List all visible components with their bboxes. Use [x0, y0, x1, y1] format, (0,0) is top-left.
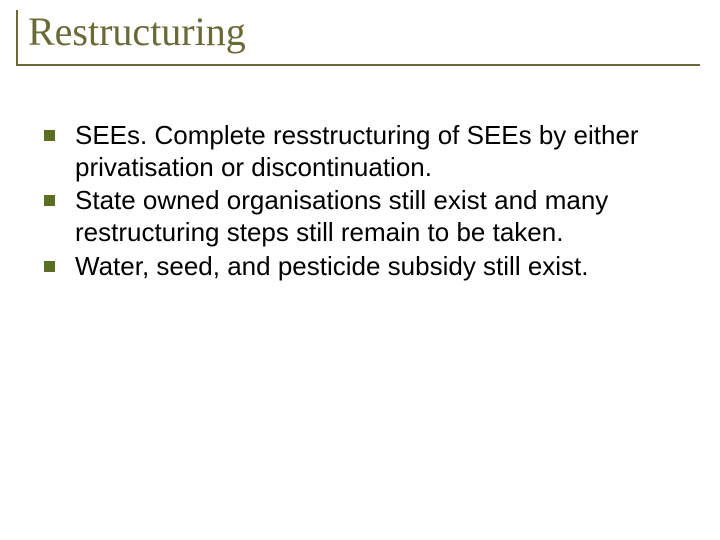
square-bullet-icon — [44, 261, 55, 272]
bullet-text: State owned organisations still exist an… — [75, 185, 680, 248]
bullet-text: Water, seed, and pesticide subsidy still… — [75, 251, 589, 283]
bullet-text: SEEs. Complete resstructuring of SEEs by… — [75, 120, 680, 183]
title-container: Restructuring — [16, 10, 700, 66]
square-bullet-icon — [44, 195, 55, 206]
slide-body: SEEs. Complete resstructuring of SEEs by… — [44, 120, 680, 285]
slide-title: Restructuring — [16, 10, 700, 66]
list-item: State owned organisations still exist an… — [44, 185, 680, 248]
square-bullet-icon — [44, 130, 55, 141]
slide: { "title": "Restructuring", "bullets": [… — [0, 0, 720, 540]
list-item: SEEs. Complete resstructuring of SEEs by… — [44, 120, 680, 183]
list-item: Water, seed, and pesticide subsidy still… — [44, 251, 680, 283]
